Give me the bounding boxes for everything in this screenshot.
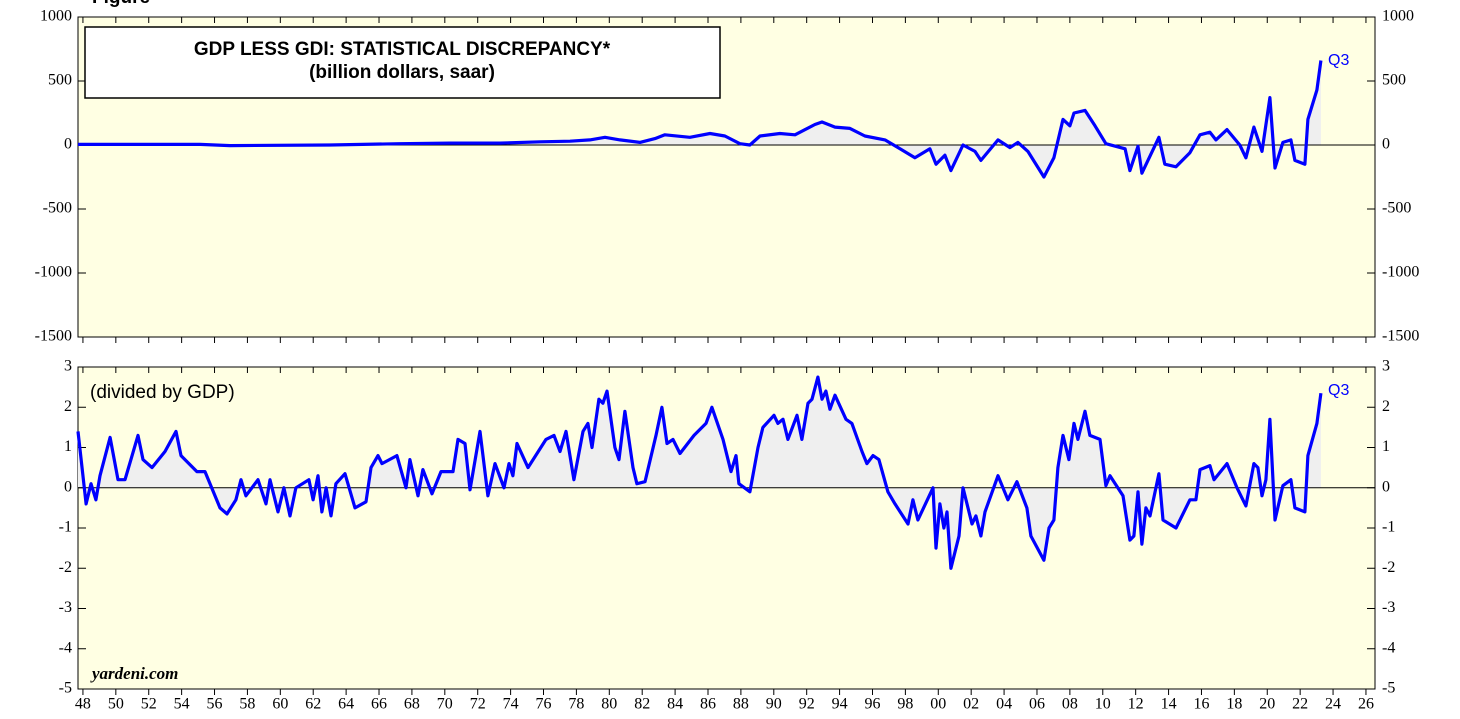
- y-tick-label-right: 0: [1382, 136, 1390, 153]
- x-tick-label: 94: [832, 696, 848, 713]
- y-tick-label: 3: [64, 358, 72, 375]
- x-tick-label: 78: [568, 696, 584, 713]
- x-tick-label: 22: [1292, 696, 1308, 713]
- y-tick-label-right: 0: [1382, 478, 1390, 495]
- y-tick-label-right: 500: [1382, 72, 1406, 89]
- x-tick-label: 98: [897, 696, 913, 713]
- y-tick-label-right: 1000: [1382, 8, 1414, 25]
- y-tick-label-right: -2: [1382, 559, 1395, 576]
- chart-title: GDP LESS GDI: STATISTICAL DISCREPANCY*: [194, 39, 611, 60]
- y-tick-label-right: -5: [1382, 680, 1395, 697]
- x-tick-label: 14: [1161, 696, 1177, 713]
- x-tick-label: 58: [239, 696, 255, 713]
- annotation: (divided by GDP): [90, 382, 235, 403]
- y-tick-label: -5: [59, 680, 72, 697]
- y-tick-label-right: -500: [1382, 200, 1411, 217]
- x-tick-label: 82: [634, 696, 650, 713]
- y-tick-label-right: -3: [1382, 599, 1395, 616]
- y-tick-label-right: -1000: [1382, 264, 1419, 281]
- x-tick-label: 68: [404, 696, 420, 713]
- y-tick-label: 1: [64, 438, 72, 455]
- annotation: Q3: [1328, 382, 1349, 399]
- x-tick-label: 04: [996, 696, 1012, 713]
- y-tick-label: 1000: [40, 8, 72, 25]
- x-tick-label: 76: [536, 696, 552, 713]
- x-tick-label: 10: [1095, 696, 1111, 713]
- x-tick-label: 20: [1259, 696, 1275, 713]
- x-tick-label: 60: [272, 696, 288, 713]
- area: [78, 377, 1321, 569]
- y-tick-label: -500: [43, 200, 72, 217]
- x-tick-label: 66: [371, 696, 387, 713]
- y-tick-label: -3: [59, 599, 72, 616]
- annotation: Q3: [1328, 52, 1349, 69]
- x-tick-label: 88: [733, 696, 749, 713]
- x-tick-label: 52: [141, 696, 157, 713]
- y-tick-label: 2: [64, 398, 72, 415]
- x-tick-label: 72: [470, 696, 486, 713]
- source: yardeni.com: [90, 664, 178, 683]
- x-tick-label: 54: [174, 696, 190, 713]
- x-tick-label: 08: [1062, 696, 1078, 713]
- x-tick-label: 90: [766, 696, 782, 713]
- x-tick-label: 02: [963, 696, 979, 713]
- x-tick-label: 86: [700, 696, 716, 713]
- line: [76, 375, 1323, 570]
- x-tick-label: 16: [1193, 696, 1209, 713]
- title-box: [84, 26, 721, 99]
- x-tick-label: 92: [799, 696, 815, 713]
- y-tick-label: -1: [59, 519, 72, 536]
- x-tick-label: 26: [1358, 696, 1374, 713]
- y-tick-label: -1000: [35, 264, 72, 281]
- y-tick-label: -1500: [35, 328, 72, 345]
- y-tick-label: 500: [48, 72, 72, 89]
- x-tick-label: 00: [930, 696, 946, 713]
- x-tick-label: 24: [1325, 696, 1341, 713]
- y-tick-label: 0: [64, 136, 72, 153]
- x-tick-label: 80: [601, 696, 617, 713]
- figure-label: Figure: [92, 0, 150, 8]
- x-tick-label: 06: [1029, 696, 1045, 713]
- y-tick-label-right: 3: [1382, 358, 1390, 375]
- x-tick-label: 62: [305, 696, 321, 713]
- x-tick-label: 56: [207, 696, 223, 713]
- chart-subtitle: (billion dollars, saar): [309, 62, 495, 83]
- x-tick-label: 12: [1128, 696, 1144, 713]
- x-tick-label: 18: [1226, 696, 1242, 713]
- x-tick-label: 48: [75, 696, 91, 713]
- y-tick-label-right: -1500: [1382, 328, 1419, 345]
- x-tick-label: 64: [338, 696, 354, 713]
- y-tick-label: -4: [59, 639, 72, 656]
- y-tick-label: 0: [64, 478, 72, 495]
- x-tick-label: 74: [503, 696, 519, 713]
- line: [78, 60, 1323, 179]
- y-tick-label-right: 2: [1382, 398, 1390, 415]
- y-tick-label-right: 1: [1382, 438, 1390, 455]
- y-tick-label-right: -4: [1382, 639, 1395, 656]
- x-tick-label: 70: [437, 696, 453, 713]
- bottom-plot-area: [77, 366, 1376, 690]
- x-tick-label: 96: [864, 696, 880, 713]
- y-tick-label-right: -1: [1382, 519, 1395, 536]
- x-tick-label: 50: [108, 696, 124, 713]
- y-tick-label: -2: [59, 559, 72, 576]
- x-tick-label: 84: [667, 696, 683, 713]
